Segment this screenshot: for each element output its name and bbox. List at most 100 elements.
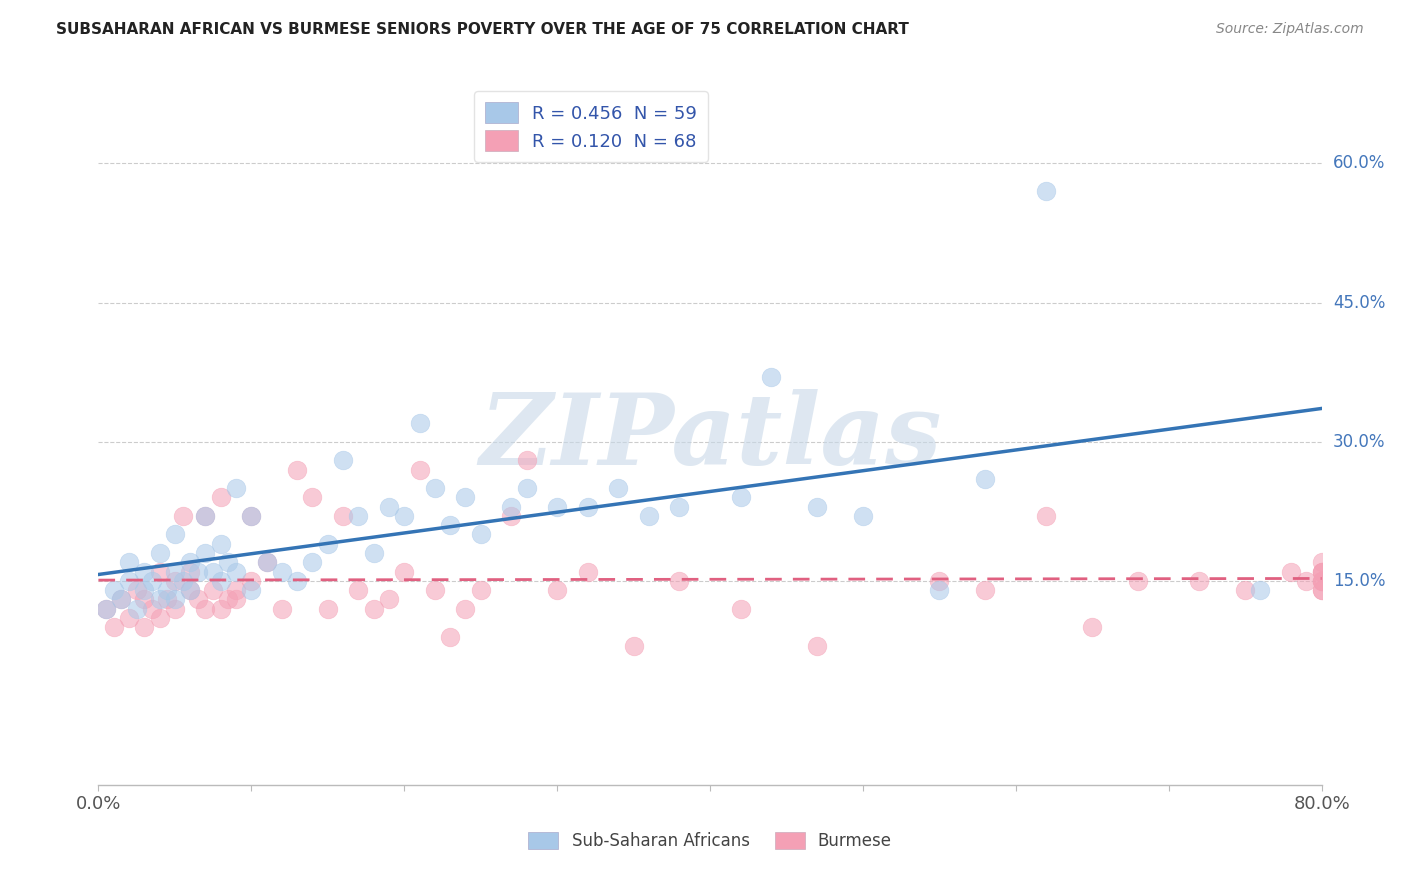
Point — [163, 592, 186, 607]
Point — [134, 592, 156, 607]
Point — [623, 639, 645, 653]
Point — [1188, 574, 1211, 588]
Text: 45.0%: 45.0% — [1333, 293, 1385, 311]
Point — [217, 592, 239, 607]
Point — [163, 527, 186, 541]
Point — [209, 537, 232, 551]
Point — [1081, 620, 1104, 634]
Point — [454, 601, 477, 615]
Point — [149, 592, 172, 607]
Point — [759, 369, 782, 384]
Point — [1310, 574, 1333, 588]
Text: 15.0%: 15.0% — [1333, 572, 1385, 590]
Point — [285, 574, 308, 588]
Point — [637, 508, 661, 523]
Point — [516, 481, 538, 495]
Point — [156, 583, 179, 598]
Point — [187, 565, 209, 579]
Point — [194, 508, 217, 523]
Point — [225, 481, 247, 495]
Point — [1310, 574, 1333, 588]
Point — [392, 565, 416, 579]
Point — [576, 565, 599, 579]
Point — [392, 508, 416, 523]
Point — [1035, 184, 1057, 198]
Point — [285, 462, 308, 476]
Point — [1295, 574, 1317, 588]
Point — [1310, 583, 1333, 598]
Text: Source: ZipAtlas.com: Source: ZipAtlas.com — [1216, 22, 1364, 37]
Point — [470, 527, 492, 541]
Point — [172, 508, 194, 523]
Point — [423, 583, 446, 598]
Point — [806, 639, 828, 653]
Point — [103, 620, 125, 634]
Point — [118, 555, 141, 569]
Text: ZIPatlas: ZIPatlas — [479, 389, 941, 485]
Point — [134, 620, 156, 634]
Point — [163, 574, 186, 588]
Point — [163, 601, 186, 615]
Point — [149, 546, 172, 560]
Point — [240, 508, 263, 523]
Text: SUBSAHARAN AFRICAN VS BURMESE SENIORS POVERTY OVER THE AGE OF 75 CORRELATION CHA: SUBSAHARAN AFRICAN VS BURMESE SENIORS PO… — [56, 22, 910, 37]
Point — [94, 601, 117, 615]
Point — [209, 574, 232, 588]
Point — [118, 611, 141, 625]
Point — [546, 583, 568, 598]
Point — [256, 555, 278, 569]
Point — [179, 565, 201, 579]
Point — [125, 601, 148, 615]
Point — [332, 508, 354, 523]
Point — [179, 583, 201, 598]
Point — [179, 555, 201, 569]
Point — [576, 500, 599, 514]
Point — [1310, 555, 1333, 569]
Point — [1310, 583, 1333, 598]
Point — [363, 546, 385, 560]
Point — [1279, 565, 1302, 579]
Point — [149, 611, 172, 625]
Point — [240, 583, 263, 598]
Point — [806, 500, 828, 514]
Point — [141, 574, 163, 588]
Point — [270, 601, 292, 615]
Point — [110, 592, 132, 607]
Point — [301, 555, 323, 569]
Point — [928, 574, 950, 588]
Legend: Sub-Saharan Africans, Burmese: Sub-Saharan Africans, Burmese — [522, 825, 898, 856]
Point — [546, 500, 568, 514]
Point — [454, 491, 477, 505]
Point — [316, 601, 339, 615]
Point — [134, 565, 156, 579]
Point — [501, 508, 523, 523]
Point — [316, 537, 339, 551]
Point — [363, 601, 385, 615]
Text: 30.0%: 30.0% — [1333, 433, 1385, 450]
Point — [125, 583, 148, 598]
Point — [202, 565, 225, 579]
Point — [1234, 583, 1257, 598]
Point — [149, 565, 172, 579]
Point — [270, 565, 292, 579]
Point — [347, 583, 370, 598]
Point — [378, 500, 401, 514]
Point — [94, 601, 117, 615]
Point — [194, 601, 217, 615]
Point — [408, 462, 430, 476]
Point — [1310, 574, 1333, 588]
Point — [1035, 508, 1057, 523]
Point — [110, 592, 132, 607]
Text: 60.0%: 60.0% — [1333, 154, 1385, 172]
Point — [1128, 574, 1150, 588]
Point — [172, 574, 194, 588]
Point — [470, 583, 492, 598]
Point — [163, 565, 186, 579]
Point — [347, 508, 370, 523]
Point — [1310, 565, 1333, 579]
Point — [225, 592, 247, 607]
Point — [607, 481, 630, 495]
Point — [501, 500, 523, 514]
Point — [439, 630, 461, 644]
Point — [240, 574, 263, 588]
